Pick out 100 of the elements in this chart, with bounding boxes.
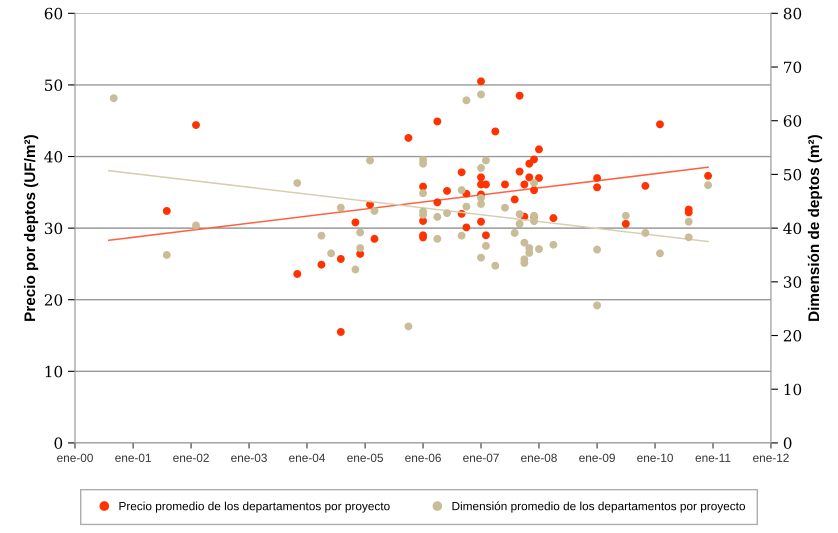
- point: [370, 234, 378, 243]
- point: [656, 120, 664, 128]
- point: [351, 218, 360, 226]
- point: [477, 200, 485, 208]
- point: [520, 238, 528, 247]
- x-tick-label: ene-11: [696, 454, 730, 462]
- y-tick-label: 60: [44, 8, 62, 20]
- point: [162, 251, 171, 259]
- y2-tick-label: 10: [784, 384, 802, 396]
- legend-label: Dimensión promedio de los departamentos por proyecto: [452, 501, 746, 513]
- point: [192, 222, 200, 230]
- point: [110, 94, 118, 102]
- point: [318, 260, 326, 269]
- legend-label: Precio promedio de los departamentos por proyecto: [119, 502, 390, 513]
- point: [462, 202, 470, 211]
- point: [356, 244, 364, 252]
- point: [593, 302, 602, 310]
- point: [593, 246, 602, 254]
- x-tick-label: ene-03: [231, 454, 267, 462]
- point: [351, 266, 360, 274]
- point: [535, 245, 543, 253]
- point: [501, 180, 509, 188]
- point: [458, 186, 466, 194]
- point: [482, 180, 490, 188]
- point: [482, 156, 490, 164]
- point: [510, 229, 519, 237]
- point: [443, 186, 451, 195]
- y2-tick-label: 50: [784, 168, 802, 180]
- point: [491, 262, 500, 270]
- point: [656, 249, 664, 258]
- point: [530, 186, 538, 194]
- point: [516, 92, 524, 100]
- point: [482, 242, 490, 250]
- point: [336, 204, 345, 212]
- point: [366, 156, 374, 164]
- y-tick-label: 30: [44, 222, 62, 234]
- point: [491, 128, 500, 136]
- y-tick-label: 0: [54, 437, 62, 449]
- point: [516, 168, 524, 176]
- y-tick-label: 10: [46, 366, 62, 378]
- y-tick-label: 50: [45, 79, 62, 91]
- point: [549, 214, 558, 222]
- y-tick-label: 40: [44, 150, 62, 163]
- point: [477, 164, 485, 172]
- point: [443, 209, 451, 218]
- point: [318, 232, 326, 240]
- point: [516, 210, 524, 218]
- point: [404, 134, 412, 142]
- y-axis-title: Precio por deptos (UF/m²): [24, 135, 38, 321]
- point: [482, 231, 490, 240]
- point: [520, 180, 528, 188]
- y2-tick-label: 0: [784, 437, 792, 449]
- point: [293, 270, 302, 278]
- point: [477, 218, 485, 226]
- x-tick-label: ene-10: [637, 454, 673, 462]
- point: [525, 173, 534, 182]
- point: [462, 223, 470, 232]
- point: [477, 90, 485, 98]
- point: [433, 198, 442, 206]
- x-tick-label: ene-01: [115, 454, 151, 462]
- point: [593, 183, 602, 192]
- point: [477, 173, 485, 182]
- point: [516, 220, 524, 228]
- y2-tick-label: 40: [783, 222, 802, 234]
- x-tick-label: ene-05: [347, 454, 383, 462]
- point: [404, 322, 412, 330]
- point: [704, 172, 712, 180]
- point: [622, 220, 630, 228]
- point: [535, 174, 543, 182]
- point: [684, 233, 693, 242]
- y2-tick-label: 20: [784, 330, 802, 342]
- point: [419, 182, 427, 191]
- point: [293, 179, 302, 187]
- x-tick-label: ene-00: [57, 454, 93, 462]
- point: [458, 232, 466, 240]
- x-tick-label: ene-02: [173, 454, 209, 462]
- x-tick-label: ene-07: [463, 454, 499, 462]
- point: [641, 182, 650, 190]
- point: [356, 228, 364, 236]
- point: [530, 179, 538, 187]
- point: [535, 145, 543, 154]
- point: [433, 234, 442, 243]
- y2-tick-label: 80: [784, 8, 802, 20]
- y2-tick-label: 60: [784, 115, 802, 127]
- x-tick-label: ene-04: [289, 454, 326, 462]
- point: [327, 249, 336, 258]
- point: [684, 218, 693, 226]
- point: [530, 155, 538, 164]
- y2-axis-title: Dimensión de deptos (m²): [808, 135, 822, 321]
- y-tick-label: 20: [44, 294, 62, 306]
- point: [192, 121, 200, 129]
- point: [477, 254, 485, 262]
- y2-tick-label: 30: [784, 276, 802, 288]
- point: [336, 254, 345, 263]
- point: [593, 174, 602, 182]
- point: [641, 229, 650, 237]
- x-tick-label: ene-06: [405, 454, 441, 462]
- point: [622, 212, 630, 220]
- point: [419, 189, 427, 198]
- x-tick-label: ene-12: [753, 454, 789, 462]
